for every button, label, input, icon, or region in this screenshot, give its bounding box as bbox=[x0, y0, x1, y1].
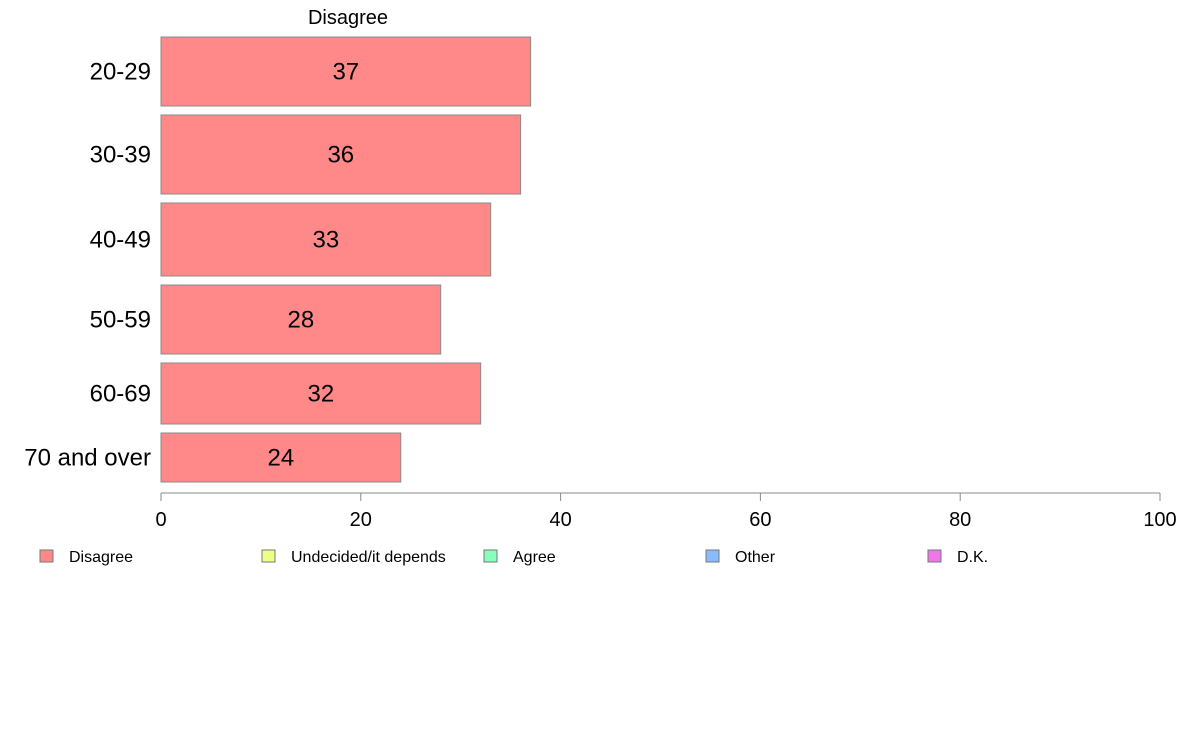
legend-label: Disagree bbox=[69, 549, 133, 566]
legend: Disagree Undecided/it depends Agree Other D.… bbox=[39, 549, 988, 566]
legend-label: D.K. bbox=[957, 549, 988, 566]
bar-30-39 bbox=[160, 114, 522, 195]
bar-60-69 bbox=[160, 362, 482, 425]
legend-swatch bbox=[483, 549, 498, 563]
legend-label: Undecided/it depends bbox=[291, 549, 446, 566]
x-tick-label: 20 bbox=[350, 509, 372, 531]
bar-40-49 bbox=[160, 202, 492, 277]
bar-value-label: 28 bbox=[288, 307, 315, 334]
bar-70-and-over bbox=[160, 432, 402, 483]
bars-group: 37 36 33 28 32 24 bbox=[160, 36, 532, 483]
legend-swatch bbox=[927, 549, 942, 563]
legend-swatch bbox=[705, 549, 720, 563]
x-axis: 0 20 40 60 80 100 bbox=[155, 492, 1177, 531]
category-label: 70 and over bbox=[24, 445, 151, 472]
category-label: 20-29 bbox=[90, 59, 151, 86]
bar-50-59 bbox=[160, 284, 442, 355]
bar-20-29 bbox=[160, 36, 532, 107]
category-label: 30-39 bbox=[90, 142, 151, 169]
bar-value-label: 37 bbox=[332, 59, 359, 86]
chart-header: Disagree bbox=[308, 7, 388, 29]
legend-label: Agree bbox=[513, 549, 556, 566]
x-tick-label: 80 bbox=[949, 509, 971, 531]
bar-value-label: 33 bbox=[312, 227, 339, 254]
category-label: 40-49 bbox=[90, 227, 151, 254]
legend-swatch bbox=[39, 549, 54, 563]
x-tick-label: 0 bbox=[155, 509, 166, 531]
bar-value-label: 24 bbox=[268, 445, 295, 472]
legend-swatch bbox=[261, 549, 276, 563]
legend-label: Other bbox=[735, 549, 776, 566]
x-tick-label: 40 bbox=[549, 509, 571, 531]
category-label: 60-69 bbox=[90, 381, 151, 408]
category-labels: 20-29 30-39 40-49 50-59 60-69 70 and over bbox=[24, 59, 151, 472]
bar-value-label: 32 bbox=[307, 381, 334, 408]
category-label: 50-59 bbox=[90, 307, 151, 334]
x-tick-label: 100 bbox=[1143, 509, 1176, 531]
bar-value-label: 36 bbox=[327, 142, 354, 169]
x-tick-label: 60 bbox=[749, 509, 771, 531]
